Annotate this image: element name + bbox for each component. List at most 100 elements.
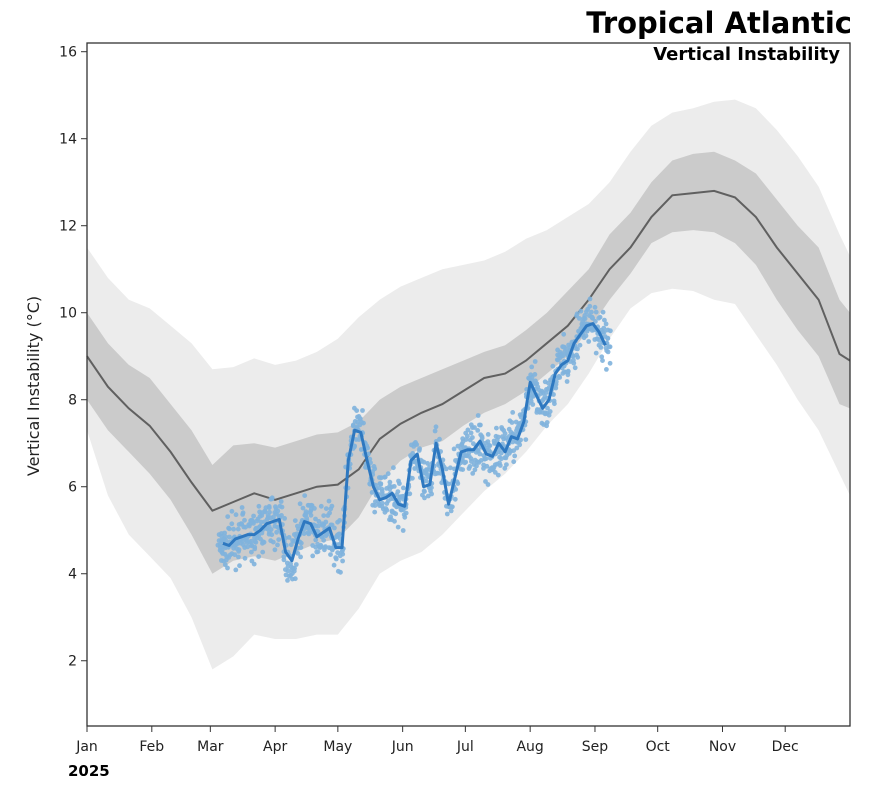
observed-point — [410, 475, 415, 481]
observed-point — [577, 342, 583, 348]
observed-point — [227, 526, 232, 532]
observed-point — [272, 547, 278, 553]
observed-point — [337, 531, 342, 537]
observed-point — [269, 532, 275, 538]
observed-point — [270, 539, 276, 545]
observed-point — [475, 413, 481, 418]
observed-point — [223, 534, 228, 540]
x-tick-label-jun: Jun — [391, 739, 414, 755]
observed-point — [607, 360, 613, 366]
observed-point — [460, 467, 466, 472]
observed-point — [495, 472, 501, 478]
observed-point — [448, 465, 453, 471]
band-25-75-percentile — [87, 151, 850, 574]
observed-point — [547, 409, 553, 414]
observed-point — [593, 309, 599, 315]
observed-point — [545, 405, 550, 411]
observed-point — [332, 525, 337, 531]
observed-point — [597, 314, 603, 320]
observed-point — [546, 412, 552, 418]
observed-point — [576, 316, 582, 321]
observed-point — [298, 554, 303, 560]
observed-point — [318, 544, 324, 550]
observed-point — [229, 508, 235, 514]
observed-point — [401, 485, 406, 491]
observed-point — [274, 529, 279, 535]
observed-point — [523, 437, 529, 442]
observed-point — [397, 481, 402, 486]
climatology-mean-line — [86, 189, 851, 512]
observed-point — [278, 499, 284, 504]
observed-point — [304, 515, 310, 521]
observed-point — [601, 329, 607, 335]
observed-point — [512, 453, 518, 459]
observed-point — [484, 463, 490, 469]
observed-point — [572, 365, 578, 371]
observed-point — [395, 524, 401, 530]
observed-point — [474, 463, 479, 469]
observed-point — [326, 498, 332, 504]
observed-point — [323, 506, 329, 511]
observed-point — [470, 435, 475, 440]
observed-point — [316, 523, 321, 529]
observed-point — [494, 425, 499, 431]
x-tick-label-feb: Feb — [139, 739, 164, 755]
observed-point — [275, 508, 281, 514]
observed-point — [514, 445, 520, 451]
observed-point — [437, 436, 442, 442]
observed-point — [333, 556, 339, 562]
observed-point — [329, 503, 335, 509]
observed-point — [384, 507, 390, 513]
observed-point — [295, 523, 300, 529]
observed-point — [292, 518, 298, 523]
observed-point — [266, 504, 272, 509]
observed-point — [593, 319, 598, 324]
observed-point — [361, 420, 366, 426]
observed-point — [400, 528, 406, 533]
observed-point — [268, 527, 274, 532]
observed-point — [295, 551, 301, 556]
observed-point — [571, 357, 576, 363]
observed-point — [502, 431, 508, 436]
observed-point — [561, 331, 567, 337]
observed-point — [223, 538, 229, 544]
observed-point — [550, 363, 556, 369]
observed-point — [414, 442, 420, 447]
observed-point — [552, 401, 557, 407]
x-tick-label-jan: Jan — [75, 739, 98, 755]
observed-point — [557, 375, 563, 380]
observed-point — [236, 547, 242, 553]
observed-point — [300, 505, 306, 511]
observed-point — [470, 471, 476, 476]
observed-point — [387, 479, 393, 485]
observed-point — [350, 423, 356, 429]
observed-point — [256, 554, 262, 559]
observed-point — [601, 325, 607, 331]
observed-point — [395, 489, 401, 494]
y-tick-label: 2 — [68, 654, 77, 670]
observed-point — [310, 553, 316, 559]
observed-point — [293, 562, 299, 567]
y-tick-label: 10 — [59, 306, 77, 322]
observed-point — [313, 537, 319, 543]
observed-point — [285, 578, 290, 583]
x-tick-label-mar: Mar — [197, 739, 224, 755]
observed-point — [292, 576, 298, 582]
observed-point — [451, 446, 457, 452]
x-tick-label-aug: Aug — [516, 739, 543, 755]
observed-point — [225, 565, 230, 571]
observed-point — [331, 562, 337, 568]
observed-point — [402, 514, 408, 520]
observed-point — [391, 465, 396, 471]
observed-point — [242, 555, 248, 561]
observed-point — [605, 335, 611, 341]
observed-point — [391, 484, 397, 489]
observed-point — [372, 503, 378, 508]
observed-point — [222, 530, 228, 536]
observed-point — [240, 510, 246, 516]
observed-point — [302, 493, 308, 498]
observed-point — [592, 304, 598, 310]
observed-point — [517, 442, 523, 448]
observed-point — [229, 521, 235, 527]
observed-point — [237, 563, 242, 569]
